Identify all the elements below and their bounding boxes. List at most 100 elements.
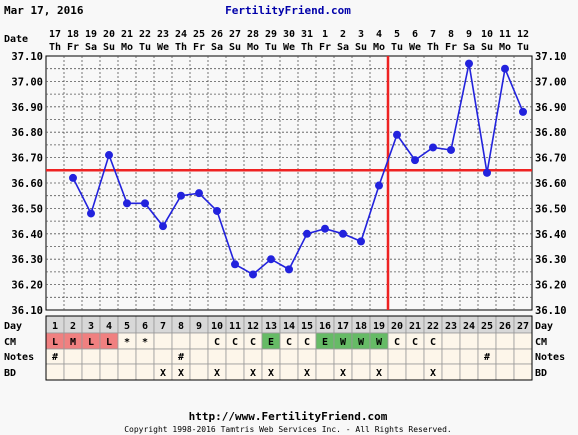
- y-tick-label-left: 37.10: [11, 51, 43, 63]
- bd-cell-bg: [513, 363, 533, 381]
- bd-cell-bg: [117, 363, 137, 381]
- cm-cell-bg: [513, 332, 533, 350]
- cm-cell: W: [358, 337, 365, 348]
- day-cell: 2: [70, 321, 76, 332]
- day-row-label-right: Day: [535, 321, 553, 332]
- weekday-label: Tu: [265, 42, 277, 53]
- day-cell: 6: [142, 321, 148, 332]
- date-label: 27: [229, 29, 241, 40]
- weekday-label: Fr: [67, 42, 79, 53]
- notes-cell-bg: [99, 348, 119, 365]
- site-name: FertilityFriend.com: [225, 4, 351, 17]
- cm-cell-bg: [459, 332, 479, 350]
- day-cell: 10: [211, 321, 223, 332]
- bd-cell-bg: [459, 363, 479, 381]
- temperature-point: [483, 168, 491, 177]
- axis-labels: 37.10 37.10 37.00 37.00 36.90 36.90 36.80 36.80…: [4, 29, 567, 317]
- cm-cell: C: [250, 337, 256, 348]
- y-tick-label-right: 36.60: [535, 178, 567, 190]
- y-tick-label-right: 37.00: [535, 76, 567, 88]
- day-cell: 22: [427, 321, 439, 332]
- temperature-point: [447, 145, 455, 154]
- bd-cell: X: [430, 368, 436, 379]
- y-tick-label-left: 37.00: [11, 76, 43, 88]
- cm-cell: E: [322, 337, 328, 348]
- reference-lines: [46, 56, 532, 310]
- cm-cell: C: [430, 337, 436, 348]
- weekday-label: Fr: [445, 42, 457, 53]
- y-tick-label-right: 36.40: [535, 229, 567, 241]
- cm-cell: W: [340, 337, 347, 348]
- weekday-label: Th: [427, 42, 439, 53]
- bd-cell-bg: [81, 363, 101, 381]
- y-tick-label-left: 36.10: [11, 305, 43, 317]
- cm-cell: C: [412, 337, 418, 348]
- notes-cell: #: [484, 352, 490, 363]
- bd-cell: X: [304, 368, 310, 379]
- notes-row-label-right: Notes: [535, 352, 565, 363]
- bd-cell-bg: [189, 363, 209, 381]
- bd-cell: X: [214, 368, 220, 379]
- notes-cell-bg: [279, 348, 299, 365]
- date-label: 31: [301, 29, 313, 40]
- date-label: 7: [430, 29, 436, 40]
- bd-cell-bg: [225, 363, 245, 381]
- date-label: 10: [481, 29, 493, 40]
- weekday-label: Sa: [85, 42, 97, 53]
- temperature-point: [411, 156, 419, 165]
- weekday-label: Su: [229, 42, 241, 53]
- weekday-label: Tu: [139, 42, 151, 53]
- cm-cell: C: [304, 337, 310, 348]
- y-tick-label-left: 36.40: [11, 229, 43, 241]
- notes-cell-bg: [369, 348, 389, 365]
- y-tick-label-right: 36.70: [535, 153, 567, 165]
- day-cell: 17: [337, 321, 349, 332]
- notes-cell-bg: [387, 348, 407, 365]
- temperature-point: [339, 229, 347, 238]
- date-label: 2: [340, 29, 346, 40]
- temperature-point: [429, 143, 437, 152]
- weekday-label: Th: [301, 42, 313, 53]
- date-row-label: Date: [4, 34, 28, 45]
- day-cell: 27: [517, 321, 529, 332]
- bd-cell: X: [376, 368, 382, 379]
- date-label: 29: [265, 29, 277, 40]
- table-border: [45, 315, 533, 381]
- notes-cell-bg: [243, 348, 263, 365]
- date-label: 5: [394, 29, 400, 40]
- notes-cell-bg: [297, 348, 317, 365]
- cm-cell: E: [268, 337, 274, 348]
- cm-cell: *: [142, 337, 148, 348]
- date-label: 12: [517, 29, 529, 40]
- weekday-label: Tu: [517, 42, 529, 53]
- day-cell: 1: [52, 321, 58, 332]
- date-label: 1: [322, 29, 328, 40]
- y-tick-label-left: 36.20: [11, 280, 43, 292]
- y-tick-label-right: 36.50: [535, 203, 567, 215]
- temperature-point: [231, 260, 239, 269]
- temperature-point: [249, 270, 257, 279]
- temperature-point: [159, 222, 167, 231]
- temperature-point: [375, 181, 383, 190]
- y-tick-label-right: 36.10: [535, 305, 567, 317]
- weekday-label: Sa: [211, 42, 223, 53]
- cm-cell-bg: [171, 332, 191, 350]
- day-cell: 4: [106, 321, 112, 332]
- date-label: 17: [49, 29, 61, 40]
- day-cell: 12: [247, 321, 259, 332]
- temperature-point: [321, 224, 329, 233]
- date-label: 25: [193, 29, 205, 40]
- notes-cell-bg: [459, 348, 479, 365]
- temperature-point: [285, 265, 293, 274]
- weekday-label: Mo: [121, 42, 133, 53]
- y-tick-label-right: 36.90: [535, 102, 567, 114]
- notes-row-label: Notes: [4, 352, 34, 363]
- weekday-label: Mo: [247, 42, 259, 53]
- y-tick-label-right: 36.20: [535, 280, 567, 292]
- temperature-point: [501, 64, 509, 73]
- temperature-point: [519, 107, 527, 116]
- cm-cell: L: [88, 337, 94, 348]
- date-label: 30: [283, 29, 295, 40]
